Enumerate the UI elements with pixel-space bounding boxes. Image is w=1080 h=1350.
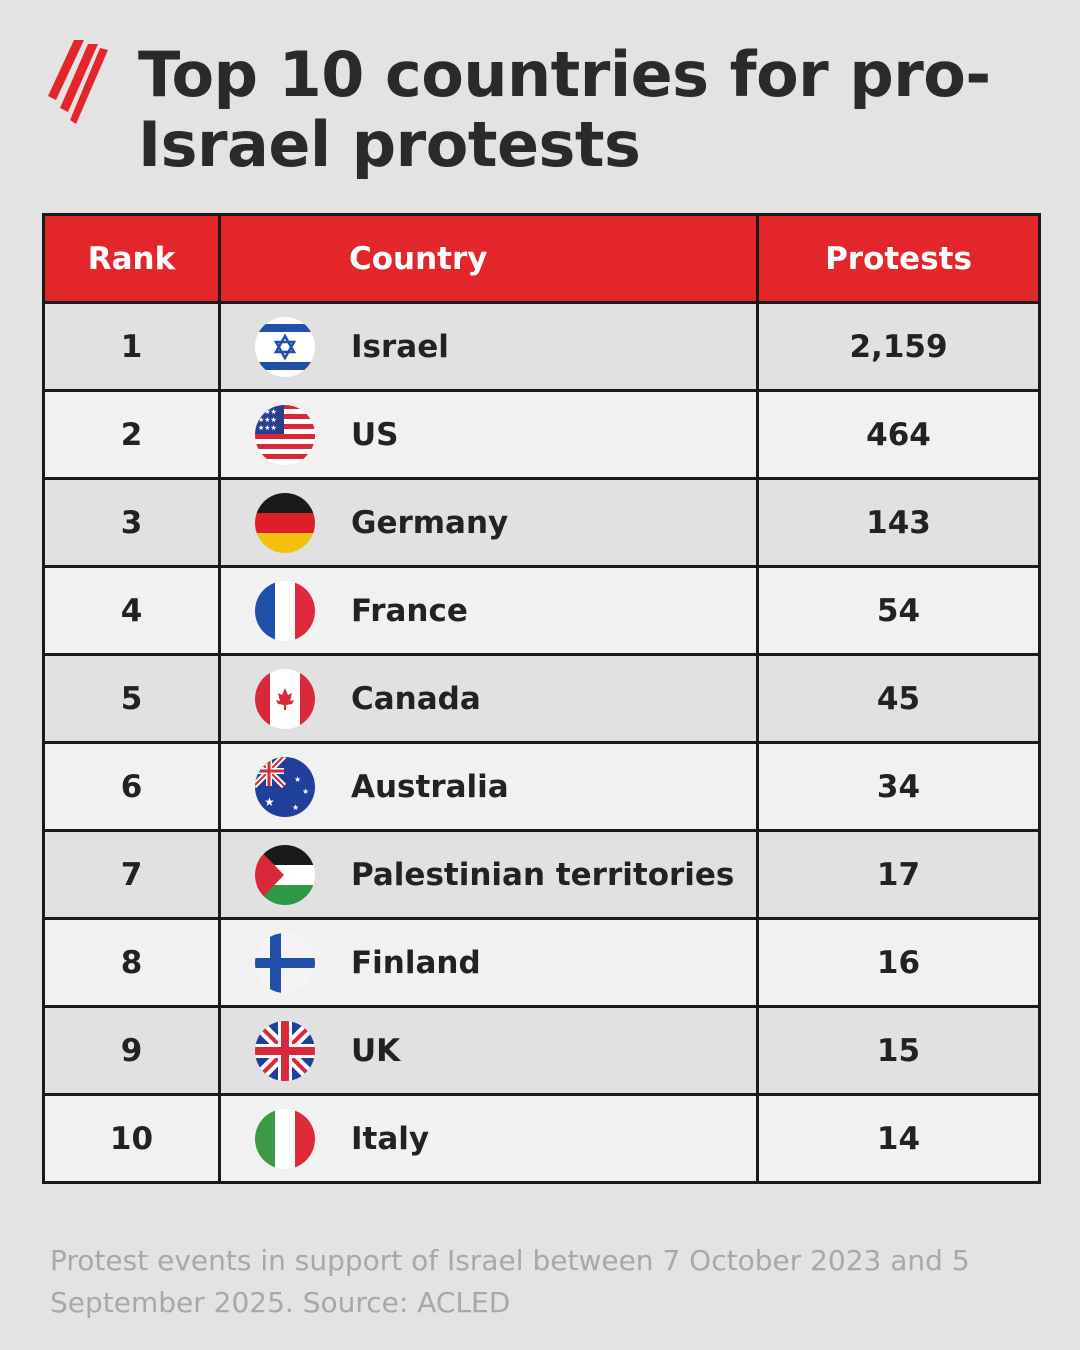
country-cell: France bbox=[218, 565, 759, 656]
table-header-row: Rank Country Protests bbox=[42, 213, 1041, 304]
protests-cell: 17 bbox=[756, 829, 1041, 920]
protests-cell: 15 bbox=[756, 1005, 1041, 1096]
header-protests: Protests bbox=[756, 213, 1041, 304]
table-row: 7 Palestinian bbox=[42, 829, 1041, 920]
protests-cell: 16 bbox=[756, 917, 1041, 1008]
country-name: Israel bbox=[351, 328, 449, 365]
header-country: Country bbox=[218, 213, 759, 304]
table-row: 6 bbox=[42, 741, 1041, 832]
rank-cell: 3 bbox=[42, 477, 221, 568]
protests-cell: 54 bbox=[756, 565, 1041, 656]
svg-text:★★★: ★★★ bbox=[258, 424, 277, 432]
country-cell: ★ ★ ★ ★ Australia bbox=[218, 741, 759, 832]
svg-text:★: ★ bbox=[292, 803, 299, 812]
country-name: US bbox=[351, 416, 399, 453]
finland-flag-icon bbox=[254, 932, 316, 994]
country-name: Germany bbox=[351, 504, 509, 541]
israel-flag-icon bbox=[254, 316, 316, 378]
country-name: France bbox=[351, 592, 468, 629]
rank-cell: 5 bbox=[42, 653, 221, 744]
uk-flag-icon bbox=[254, 1020, 316, 1082]
protests-cell: 143 bbox=[756, 477, 1041, 568]
country-cell: Canada bbox=[218, 653, 759, 744]
table-row: 4 France bbox=[42, 565, 1041, 656]
rank-cell: 1 bbox=[42, 301, 221, 392]
country-cell: Germany bbox=[218, 477, 759, 568]
us-flag-icon: ★★★ ★★★ ★★★ bbox=[254, 404, 316, 466]
table-row: 9 bbox=[42, 1005, 1041, 1096]
country-cell: Palestinian territories bbox=[218, 829, 759, 920]
country-cell: Finland bbox=[218, 917, 759, 1008]
table-row: 3 Germany bbox=[42, 477, 1041, 568]
rank-cell: 4 bbox=[42, 565, 221, 656]
country-name: Canada bbox=[351, 680, 481, 717]
svg-text:★★★: ★★★ bbox=[258, 416, 277, 424]
rank-cell: 9 bbox=[42, 1005, 221, 1096]
country-name: Palestinian territories bbox=[351, 856, 735, 893]
table-row: 10 Italy bbox=[42, 1093, 1041, 1184]
italy-flag-icon bbox=[254, 1108, 316, 1170]
rank-cell: 8 bbox=[42, 917, 221, 1008]
germany-flag-icon bbox=[254, 492, 316, 554]
country-cell: ★★★ ★★★ ★★★ US bbox=[218, 389, 759, 480]
country-cell: Israel bbox=[218, 301, 759, 392]
svg-text:★: ★ bbox=[302, 787, 309, 796]
protests-cell: 45 bbox=[756, 653, 1041, 744]
svg-text:★: ★ bbox=[294, 775, 301, 784]
table-row: 2 bbox=[42, 389, 1041, 480]
svg-text:★★★: ★★★ bbox=[258, 408, 277, 416]
country-name: Australia bbox=[351, 768, 509, 805]
palestine-flag-icon bbox=[254, 844, 316, 906]
country-name: Italy bbox=[351, 1120, 430, 1157]
table-row: 1 bbox=[42, 301, 1041, 392]
page-title: Top 10 countries for pro-Israel protests bbox=[138, 38, 991, 181]
footnote: Protest events in support of Israel betw… bbox=[50, 1244, 970, 1319]
canada-flag-icon bbox=[254, 668, 316, 730]
protests-cell: 14 bbox=[756, 1093, 1041, 1184]
header-rank: Rank bbox=[42, 213, 221, 304]
country-name: UK bbox=[351, 1032, 401, 1069]
svg-text:★: ★ bbox=[264, 795, 275, 809]
rank-cell: 6 bbox=[42, 741, 221, 832]
country-name: Finland bbox=[351, 944, 481, 981]
table-row: 8 Finland bbox=[42, 917, 1041, 1008]
protests-cell: 34 bbox=[756, 741, 1041, 832]
protest-table: Rank Country Protests 1 bbox=[42, 213, 1041, 1184]
sbs-logo-icon bbox=[44, 38, 110, 128]
country-cell: Italy bbox=[218, 1093, 759, 1184]
france-flag-icon bbox=[254, 580, 316, 642]
rank-cell: 10 bbox=[42, 1093, 221, 1184]
country-cell: UK bbox=[218, 1005, 759, 1096]
rank-cell: 7 bbox=[42, 829, 221, 920]
rank-cell: 2 bbox=[42, 389, 221, 480]
australia-flag-icon: ★ ★ ★ ★ bbox=[254, 756, 316, 818]
table-row: 5 Canada bbox=[42, 653, 1041, 744]
protests-cell: 2,159 bbox=[756, 301, 1041, 392]
protests-cell: 464 bbox=[756, 389, 1041, 480]
